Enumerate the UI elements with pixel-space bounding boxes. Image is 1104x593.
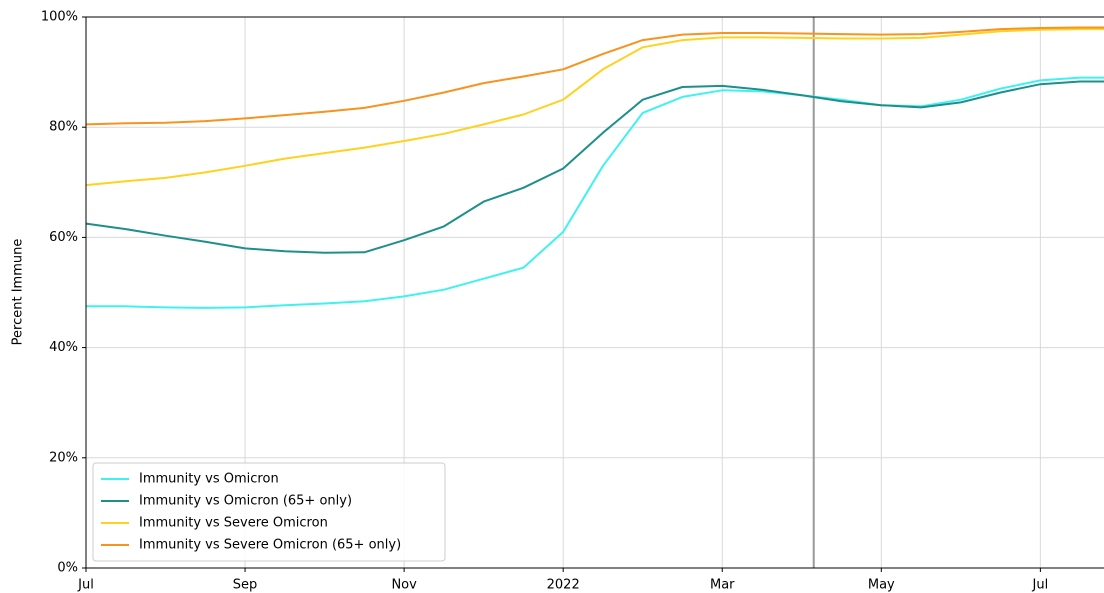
x-tick-label: May [868, 578, 895, 593]
legend-label: Immunity vs Severe Omicron (65+ only) [139, 538, 401, 553]
series-line [86, 76, 1104, 309]
x-tick-label: Sep [233, 578, 258, 593]
y-tick-label: 0% [57, 561, 78, 576]
y-tick-label: 60% [49, 230, 78, 245]
x-tick-label: Jul [77, 578, 94, 593]
series-line [85, 28, 1104, 187]
y-tick-label: 40% [49, 340, 78, 355]
legend-label: Immunity vs Omicron (65+ only) [139, 494, 352, 509]
x-tick-label: Nov [391, 578, 417, 593]
y-axis-label: Percent Immune [11, 239, 26, 346]
legend-label: Immunity vs Omicron [139, 472, 279, 487]
y-tick-label: 80% [49, 120, 78, 135]
series-line [85, 26, 1104, 126]
y-tick-label: 100% [41, 10, 78, 25]
y-tick-label: 20% [49, 450, 78, 465]
legend-box [92, 462, 446, 562]
x-tick-label: 2022 [547, 578, 580, 593]
legend-label: Immunity vs Severe Omicron [139, 516, 328, 531]
x-tick-label: Jul [1032, 578, 1049, 593]
series-line [85, 80, 1104, 254]
axes-frame [85, 16, 1104, 569]
x-tick-label: Mar [710, 578, 735, 593]
